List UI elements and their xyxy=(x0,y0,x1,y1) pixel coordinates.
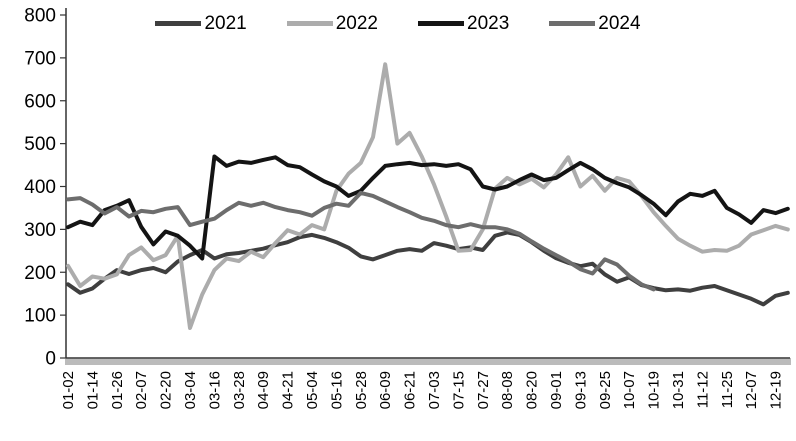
series-line-2024 xyxy=(66,190,656,292)
legend-swatch-2021 xyxy=(155,21,202,26)
x-axis-label: 06-09 xyxy=(377,371,394,409)
y-tick-label: 100 xyxy=(24,306,56,327)
series-line-2022 xyxy=(66,62,790,330)
y-tick-label: 200 xyxy=(24,263,56,284)
legend-swatch-2022 xyxy=(286,21,333,26)
x-axis-label: 04-21 xyxy=(280,371,297,409)
x-axis-label: 04-09 xyxy=(255,371,272,409)
series-lines xyxy=(66,62,790,330)
x-axis-label: 02-20 xyxy=(158,371,175,409)
x-axis-label: 11-25 xyxy=(719,371,736,408)
x-axis-label: 07-15 xyxy=(450,371,467,409)
y-tick-label: 700 xyxy=(24,48,56,69)
y-axis xyxy=(60,8,67,359)
legend-swatch-2023 xyxy=(418,21,464,26)
legend-swatch-2024 xyxy=(549,21,596,26)
legend-label-2024: 2024 xyxy=(598,13,641,34)
x-axis-label: 07-03 xyxy=(426,371,443,409)
x-axis-label: 07-27 xyxy=(475,371,492,409)
y-tick-label: 500 xyxy=(24,134,56,155)
x-axis-label: 05-16 xyxy=(328,371,345,409)
x-axis-label: 12-19 xyxy=(768,371,785,409)
series-line-2021 xyxy=(66,230,790,307)
x-axis-label: 10-19 xyxy=(646,371,663,409)
x-axis-label: 11-12 xyxy=(694,371,711,408)
chart-legend: 2021 2022 2023 2024 xyxy=(0,14,796,33)
y-tick-label: 600 xyxy=(24,91,56,112)
x-axis-label: 08-08 xyxy=(499,371,516,409)
y-tick-label: 0 xyxy=(45,349,56,370)
x-axis-label: 12-07 xyxy=(743,371,760,409)
series-line-2023 xyxy=(66,154,790,261)
y-axis-labels: 800 700 600 500 400 300 200 100 0 xyxy=(24,6,56,370)
x-axis-label: 10-31 xyxy=(670,371,687,409)
x-axis-label: 01-14 xyxy=(84,371,101,409)
x-axis-label: 02-07 xyxy=(133,371,150,409)
y-tick-label: 400 xyxy=(24,177,56,198)
legend-label-2022: 2022 xyxy=(335,13,378,34)
legend-label-2021: 2021 xyxy=(204,13,247,34)
legend-item-2021: 2021 xyxy=(155,13,247,34)
x-axis-labels: 01-02 01-14 01-26 02-07 02-20 03-04 03-16 03-28… xyxy=(60,371,785,409)
x-axis-label: 09-01 xyxy=(548,371,565,409)
x-axis-label: 08-20 xyxy=(524,371,541,409)
x-axis-label: 03-04 xyxy=(182,371,199,409)
x-axis-label: 03-28 xyxy=(231,371,248,409)
x-axis-label: 09-13 xyxy=(572,371,589,409)
x-axis-label: 01-02 xyxy=(60,371,77,409)
x-axis-label: 05-04 xyxy=(304,371,321,409)
x-axis-label: 06-21 xyxy=(402,371,419,409)
x-axis-label: 09-25 xyxy=(597,371,614,409)
legend-item-2022: 2022 xyxy=(286,13,378,34)
x-axis-label: 10-07 xyxy=(621,371,638,409)
x-axis xyxy=(65,357,791,365)
x-axis-label: 01-26 xyxy=(109,371,126,409)
x-axis-label: 05-28 xyxy=(353,371,370,409)
legend-label-2023: 2023 xyxy=(467,13,510,34)
x-axis-label: 03-16 xyxy=(206,371,223,409)
legend-item-2023: 2023 xyxy=(418,14,509,33)
y-tick-label: 800 xyxy=(24,6,56,27)
y-tick-label: 300 xyxy=(24,220,56,241)
legend-item-2024: 2024 xyxy=(549,13,641,34)
